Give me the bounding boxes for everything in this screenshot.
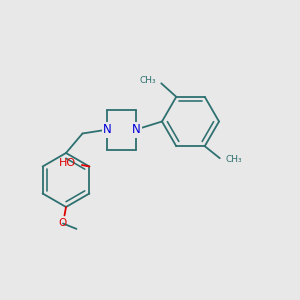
Text: O: O: [59, 218, 67, 229]
Text: CH₃: CH₃: [225, 155, 242, 164]
Text: CH₃: CH₃: [139, 76, 156, 85]
Text: HO: HO: [59, 158, 76, 169]
Text: N: N: [103, 123, 112, 136]
Text: N: N: [131, 123, 140, 136]
